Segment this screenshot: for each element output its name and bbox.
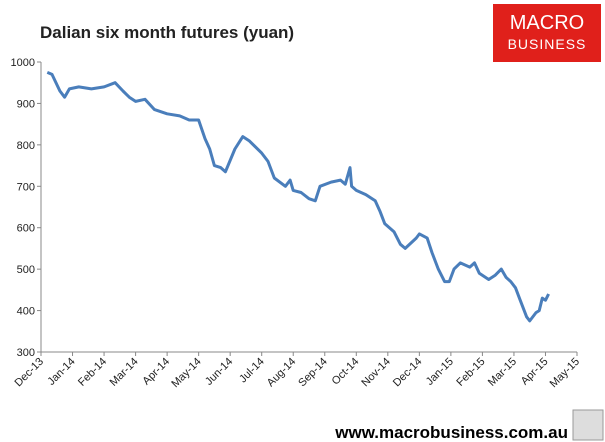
y-tick-label: 900 [17,98,35,110]
x-tick-label: Feb-14 [76,356,109,389]
x-tick-label: May-14 [169,356,203,390]
y-tick-label: 1000 [11,57,35,69]
y-tick-label: 700 [17,181,35,193]
y-tick-label: 400 [17,306,35,318]
y-tick-label: 300 [17,347,35,359]
chart-title: Dalian six month futures (yuan) [40,23,294,42]
x-tick-label: Dec-13 [13,356,47,390]
logo-text: BUSINESS [508,36,587,52]
x-tick-label: Aug-14 [265,356,299,390]
x-tick-label: Jan-15 [424,356,456,388]
x-tick-label: May-15 [548,356,582,390]
x-tick-label: Mar-15 [486,356,519,389]
x-tick-label: Jun-14 [203,356,235,388]
logo-box [493,4,601,62]
x-tick-label: Apr-14 [140,356,172,388]
x-tick-label: Jan-14 [45,356,77,388]
logo-text: MACRO [510,12,584,34]
y-tick-label: 800 [17,140,35,152]
logo-icon [572,409,604,441]
x-tick-label: Nov-14 [359,356,393,390]
x-tick-label: Sep-14 [296,356,330,390]
x-tick-label: Oct-14 [330,356,362,388]
line [46,71,550,323]
y-tick-label: 600 [17,223,35,235]
x-tick-label: Apr-15 [519,356,551,388]
footer: www.macrobusiness.com.au [334,423,568,442]
x-tick-label: Feb-15 [454,356,487,389]
x-tick-label: Mar-14 [108,356,141,389]
y-tick-label: 500 [17,264,35,276]
x-tick-label: Jul-14 [237,356,267,386]
x-tick-label: Dec-14 [391,356,425,390]
